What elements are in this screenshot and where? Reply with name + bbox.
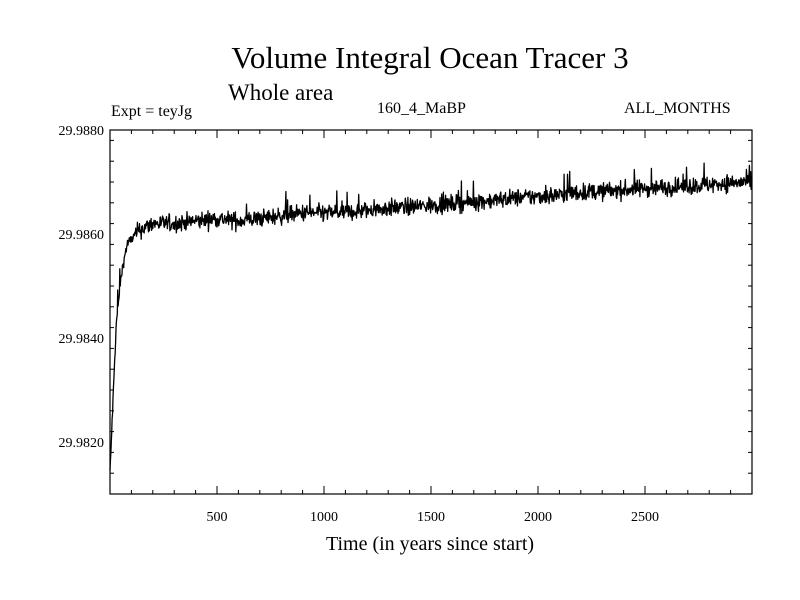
axis-ticks — [110, 130, 752, 494]
y-tick-label: 29.9840 — [59, 332, 105, 347]
x-tick-label: 2500 — [631, 510, 659, 525]
chart-title: Volume Integral Ocean Tracer 3 — [231, 40, 629, 75]
x-axis-label: Time (in years since start) — [325, 533, 535, 555]
x-tick-label: 1500 — [417, 510, 445, 525]
run-label: 160_4_MaBP — [377, 100, 466, 117]
y-tick-label: 29.9820 — [59, 436, 105, 451]
x-tick-label: 500 — [207, 510, 228, 525]
y-tick-label: 29.9860 — [59, 228, 105, 243]
x-tick-label: 2000 — [524, 510, 552, 525]
period-label: ALL_MONTHS — [624, 100, 731, 117]
chart-subtitle: Whole area — [228, 80, 334, 105]
y-tick-label: 29.9880 — [59, 124, 105, 139]
series-line-tracer-3 — [109, 162, 753, 471]
x-tick-label: 1000 — [310, 510, 338, 525]
experiment-label: Expt = teyJg — [111, 103, 193, 120]
axis-tick-labels: 500 1000 1500 2000 2500 29.9820 29.9840 29.9860… — [59, 124, 660, 525]
